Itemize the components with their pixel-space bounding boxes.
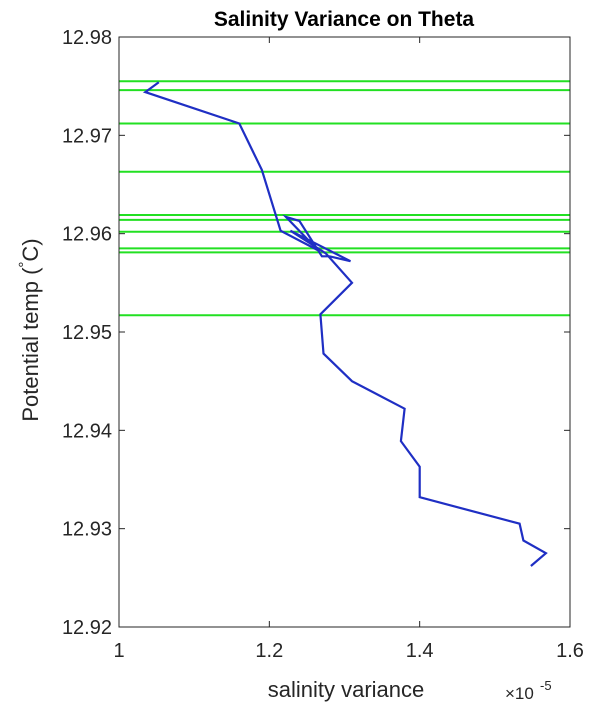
y-tick-label-5: 12.97 xyxy=(62,125,112,147)
y-tick-label-0: 12.92 xyxy=(62,617,112,639)
y-tick-label-4: 12.96 xyxy=(62,224,112,246)
x-tick-label-1: 1.2 xyxy=(255,640,283,662)
y-axis-label-degree: ° xyxy=(16,262,33,268)
x-exponent-power: -5 xyxy=(540,678,552,693)
y-tick-label-1: 12.93 xyxy=(62,519,112,541)
y-axis-label-unit: C) xyxy=(18,238,43,261)
y-axis-label: Potential temp (°C) xyxy=(16,238,43,421)
series-line-0 xyxy=(142,81,548,567)
x-exponent-base: ×10 xyxy=(505,684,534,703)
y-tick-label-3: 12.95 xyxy=(62,322,112,344)
y-tick-label-6: 12.98 xyxy=(62,27,112,49)
y-axis-label-text: Potential temp ( xyxy=(18,267,43,422)
x-tick-label-0: 1 xyxy=(113,640,124,662)
x-axis-label: salinity variance xyxy=(268,677,425,702)
x-tick-label-2: 1.4 xyxy=(406,640,434,662)
x-tick-label-3: 1.6 xyxy=(556,640,584,662)
y-tick-label-2: 12.94 xyxy=(62,420,112,442)
x-exponent: ×10 -5 xyxy=(505,678,552,703)
svg-text:Potential temp (°C): Potential temp (°C) xyxy=(16,238,43,421)
plot-area: 1 1.2 1.4 1.6 12.92 12.93 12.94 12.95 12.96 12.97… xyxy=(62,27,584,662)
chart-title: Salinity Variance on Theta xyxy=(214,8,475,31)
